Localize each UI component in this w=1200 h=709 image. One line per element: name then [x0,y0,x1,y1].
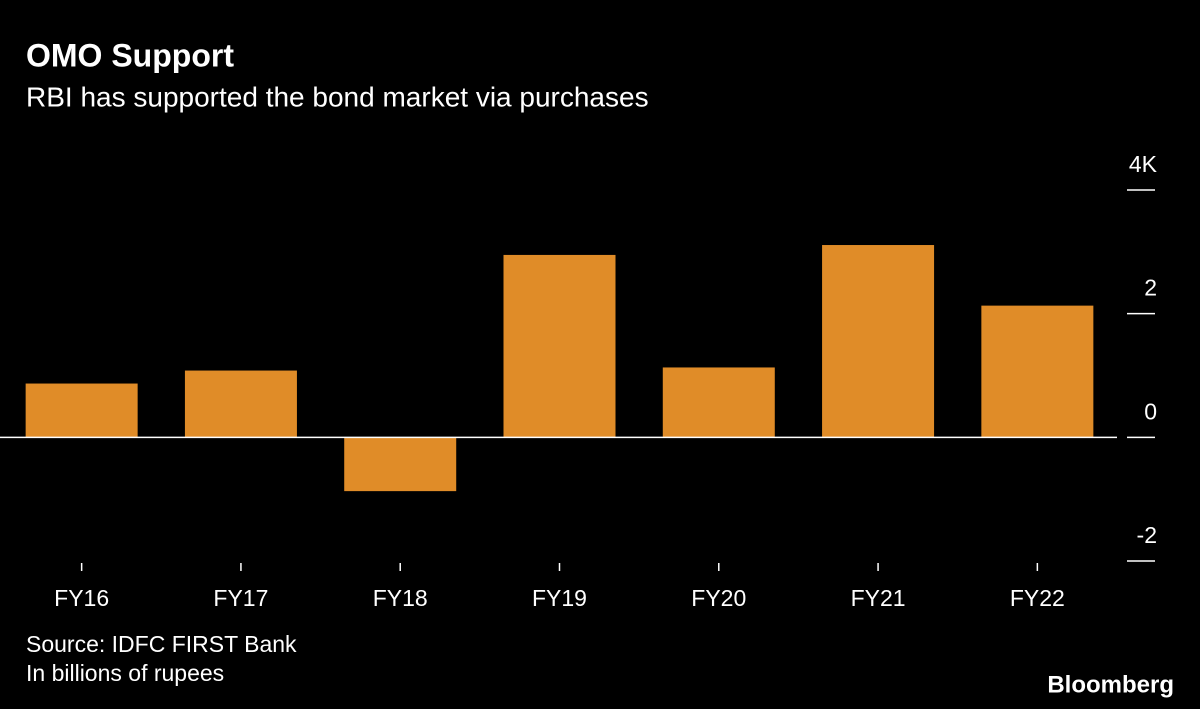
x-tick-label: FY20 [691,585,746,611]
x-tick-label: FY16 [54,585,109,611]
x-tick-label: FY17 [213,585,268,611]
bar [822,245,935,438]
x-tick-label: FY22 [1010,585,1065,611]
chart-subtitle: RBI has supported the bond market via pu… [26,81,649,112]
bar [25,383,138,438]
y-tick-label: 2 [1144,275,1157,301]
bar [344,437,457,492]
x-tick-label: FY21 [851,585,906,611]
y-tick-label: 0 [1144,398,1157,424]
chart-title: OMO Support [26,37,234,73]
x-tick-label: FY18 [373,585,428,611]
bar [981,305,1094,438]
bar [503,254,616,438]
bar [662,367,775,438]
bar [184,370,297,438]
note: In billions of rupees [26,660,224,686]
brand: Bloomberg [1047,671,1174,698]
source: Source: IDFC FIRST Bank [26,631,297,657]
y-tick-label: -2 [1137,522,1157,548]
x-tick-label: FY19 [532,585,587,611]
y-tick-label: 4K [1129,151,1158,177]
